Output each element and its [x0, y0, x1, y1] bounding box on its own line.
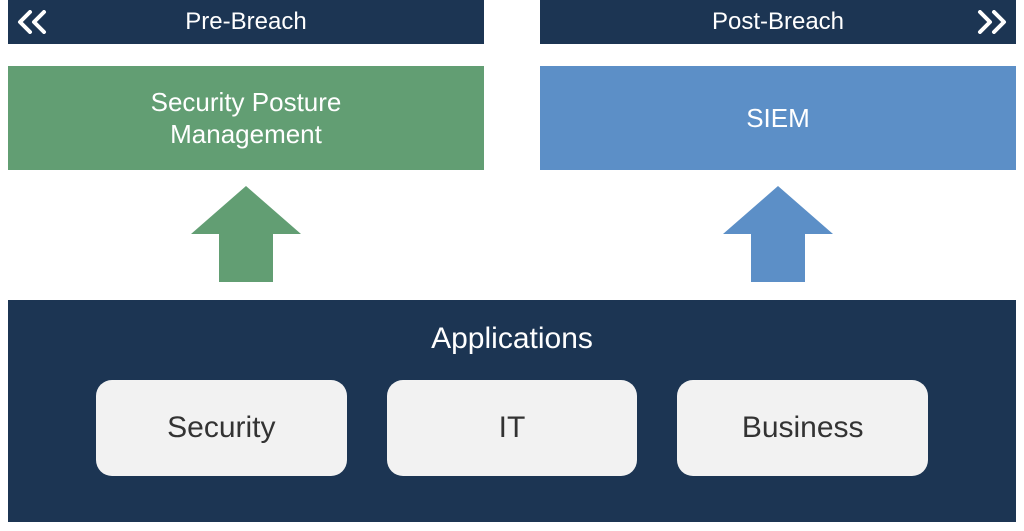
arrow-row	[8, 186, 1016, 282]
header-row: Pre-Breach Post-Breach	[8, 0, 1016, 44]
pill-label-security: Security	[167, 411, 275, 445]
mid-label-right: SIEM	[746, 102, 810, 135]
header-label-right: Post-Breach	[540, 8, 1016, 36]
arrow-up-right-icon	[723, 186, 833, 282]
pill-business: Business	[677, 380, 928, 476]
pill-it: IT	[387, 380, 638, 476]
header-pre-breach: Pre-Breach	[8, 0, 484, 44]
pill-label-business: Business	[742, 411, 864, 445]
box-siem: SIEM	[540, 66, 1016, 170]
arrow-cell-right	[540, 186, 1016, 282]
mid-row: Security Posture Management SIEM	[8, 66, 1016, 170]
pill-label-it: IT	[499, 411, 526, 445]
pill-security: Security	[96, 380, 347, 476]
arrow-up-left-icon	[191, 186, 301, 282]
applications-panel: Applications Security IT Business	[8, 300, 1016, 522]
pill-row: Security IT Business	[96, 380, 928, 476]
arrow-cell-left	[8, 186, 484, 282]
mid-label-left: Security Posture Management	[151, 86, 342, 151]
applications-title: Applications	[431, 322, 593, 356]
box-security-posture-management: Security Posture Management	[8, 66, 484, 170]
header-label-left: Pre-Breach	[8, 8, 484, 36]
header-post-breach: Post-Breach	[540, 0, 1016, 44]
